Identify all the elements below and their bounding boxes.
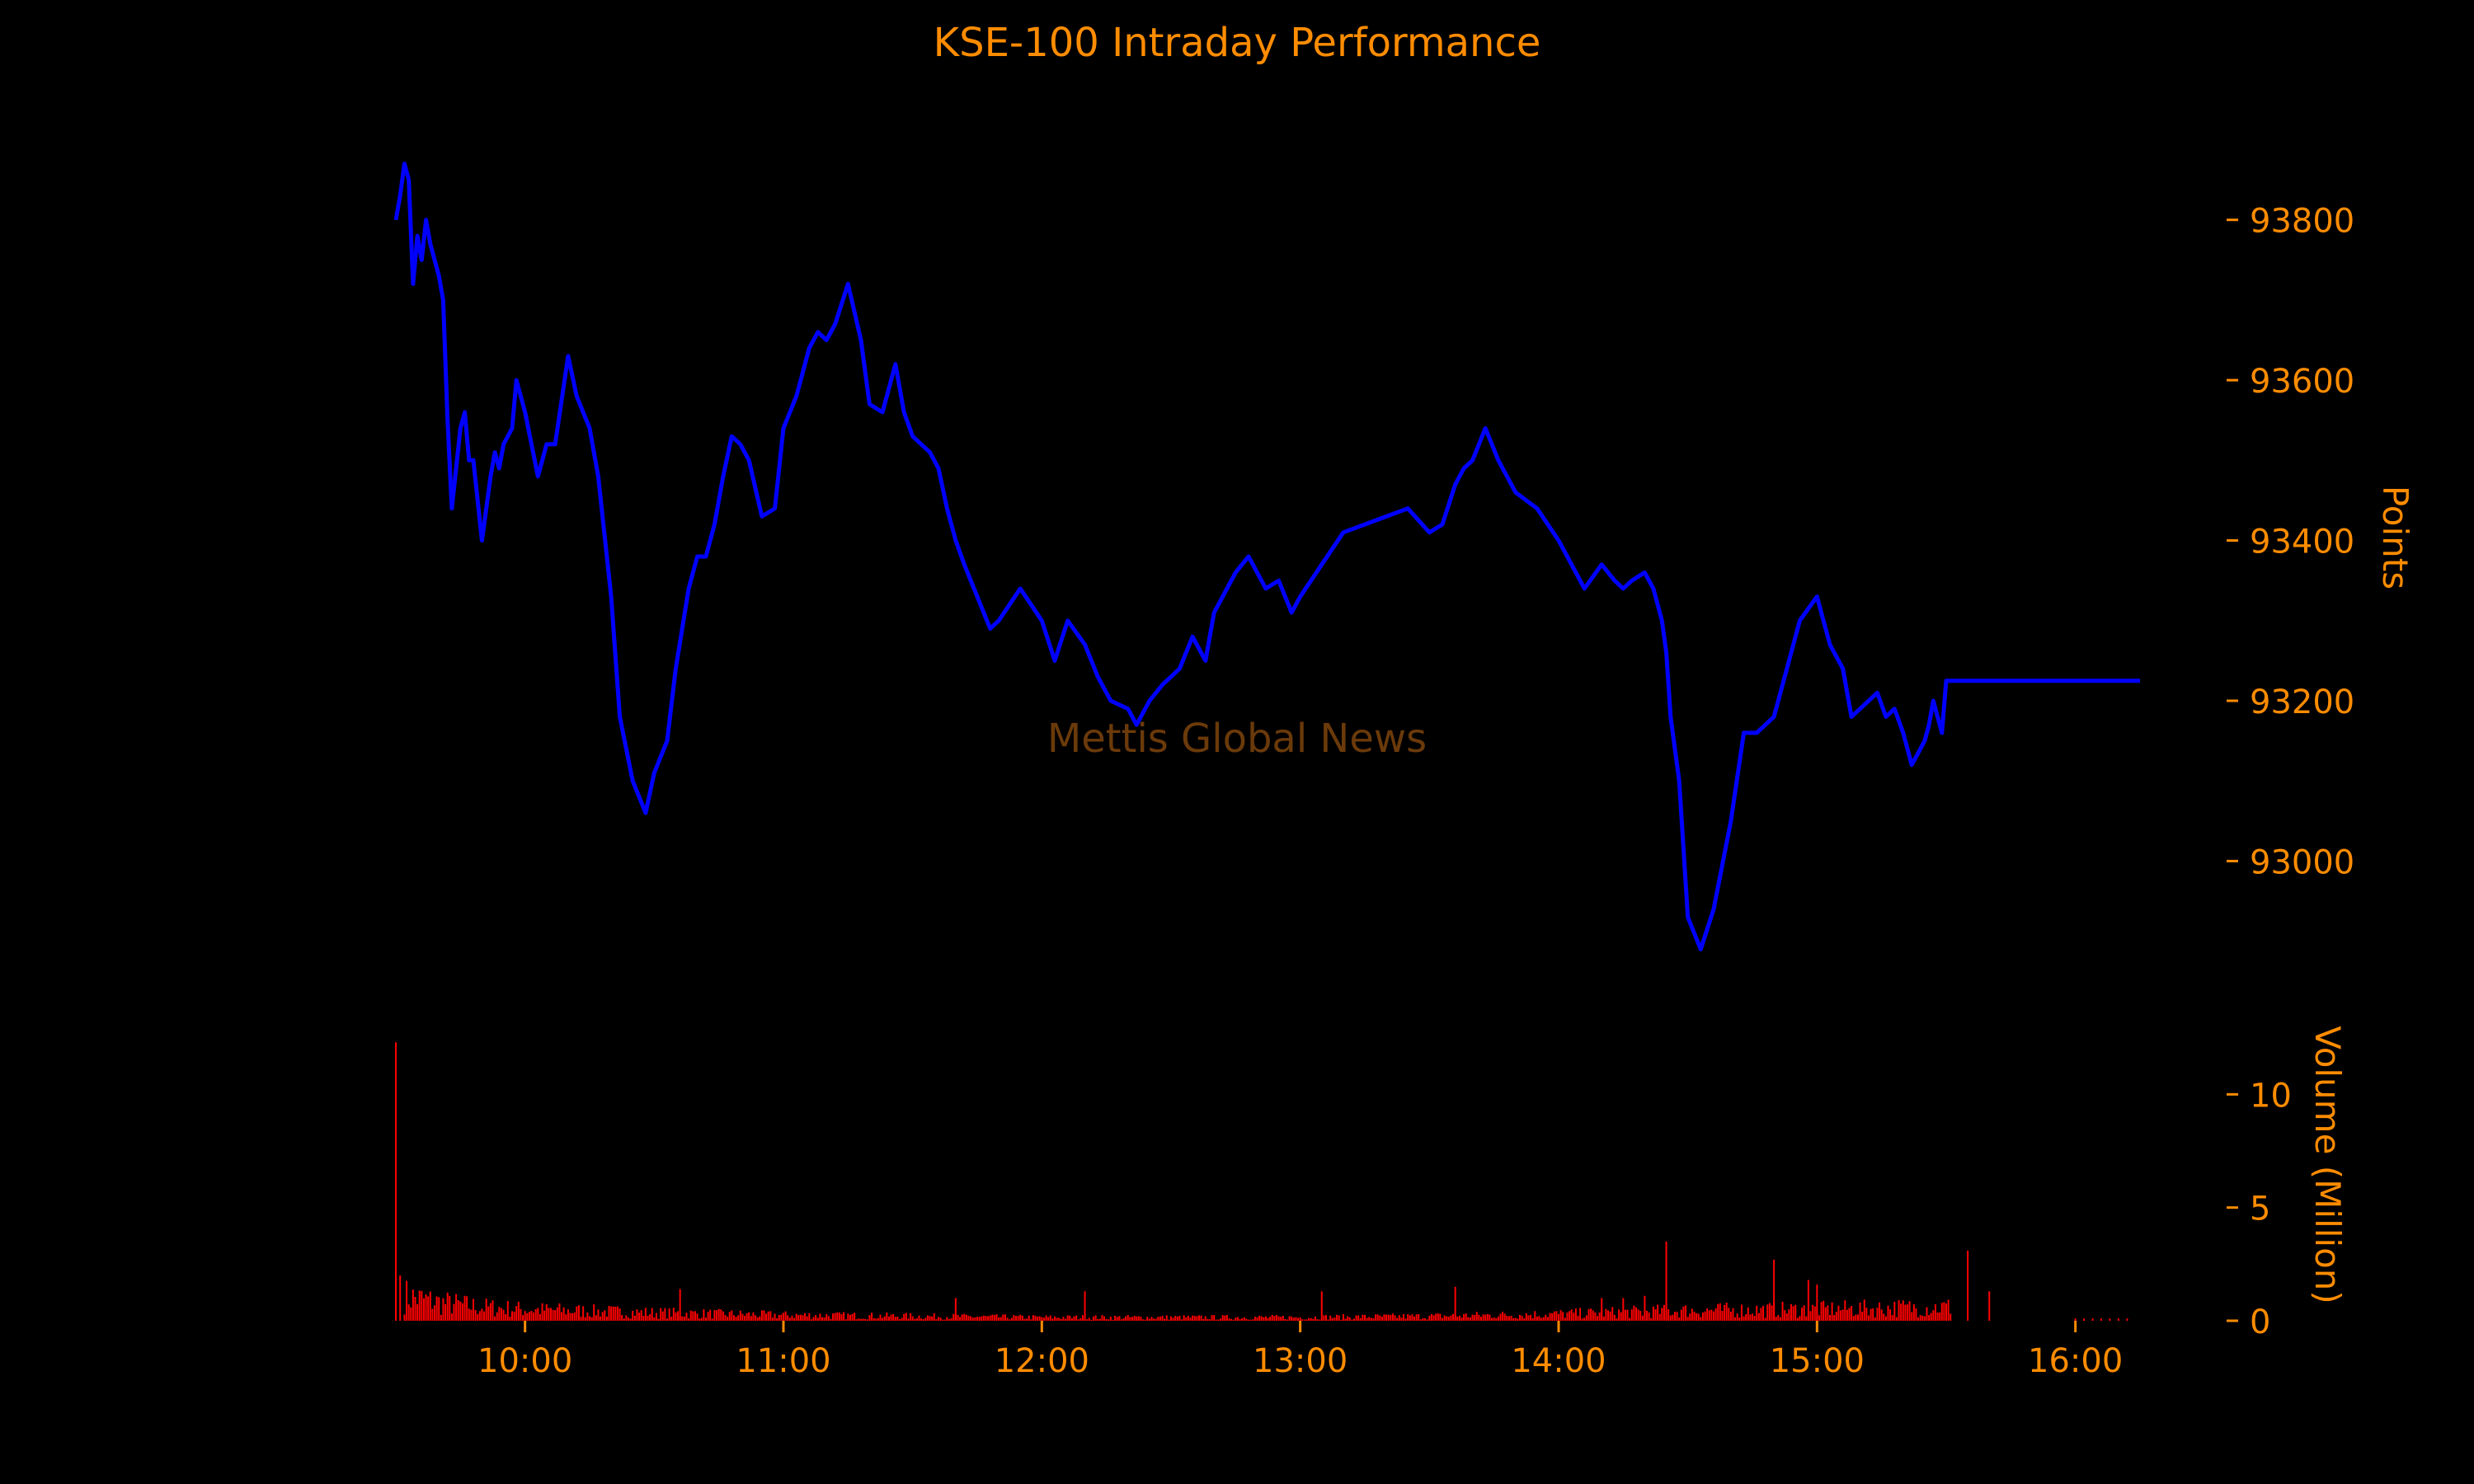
- time-tick-label: 15:00: [1770, 1342, 1865, 1380]
- volume-axis-label: Volume (Million): [2307, 1026, 2348, 1304]
- chart-title: KSE-100 Intraday Performance: [934, 20, 1541, 66]
- price-line: [393, 162, 2140, 951]
- volume-bars: [395, 1042, 2128, 1321]
- price-axis: 93000 93200 93400 93600 93800: [2227, 203, 2354, 881]
- price-tick-label: 93800: [2250, 203, 2354, 241]
- time-tick-label: 10:00: [477, 1342, 572, 1380]
- price-tick-label: 93400: [2250, 524, 2354, 561]
- time-axis: 10:00 11:00 12:00 13:00 14:00 15:00 16:00: [477, 1321, 2123, 1380]
- time-tick-label: 12:00: [995, 1342, 1089, 1380]
- time-tick-label: 14:00: [1511, 1342, 1606, 1380]
- price-tick-label: 93600: [2250, 363, 2354, 401]
- time-tick-label: 11:00: [736, 1342, 830, 1380]
- price-tick-label: 93000: [2250, 843, 2354, 881]
- time-tick-label: 13:00: [1253, 1342, 1348, 1380]
- price-tick-label: 93200: [2250, 683, 2354, 721]
- volume-tick-label: 0: [2250, 1303, 2270, 1341]
- time-tick-label: 16:00: [2028, 1342, 2123, 1380]
- price-axis-label: Points: [2375, 486, 2415, 589]
- volume-tick-label: 10: [2250, 1077, 2292, 1115]
- watermark: Mettis Global News: [1047, 716, 1427, 762]
- volume-tick-label: 5: [2250, 1190, 2270, 1228]
- volume-axis: 0 5 10: [2227, 1077, 2292, 1341]
- price-series: [393, 162, 2140, 951]
